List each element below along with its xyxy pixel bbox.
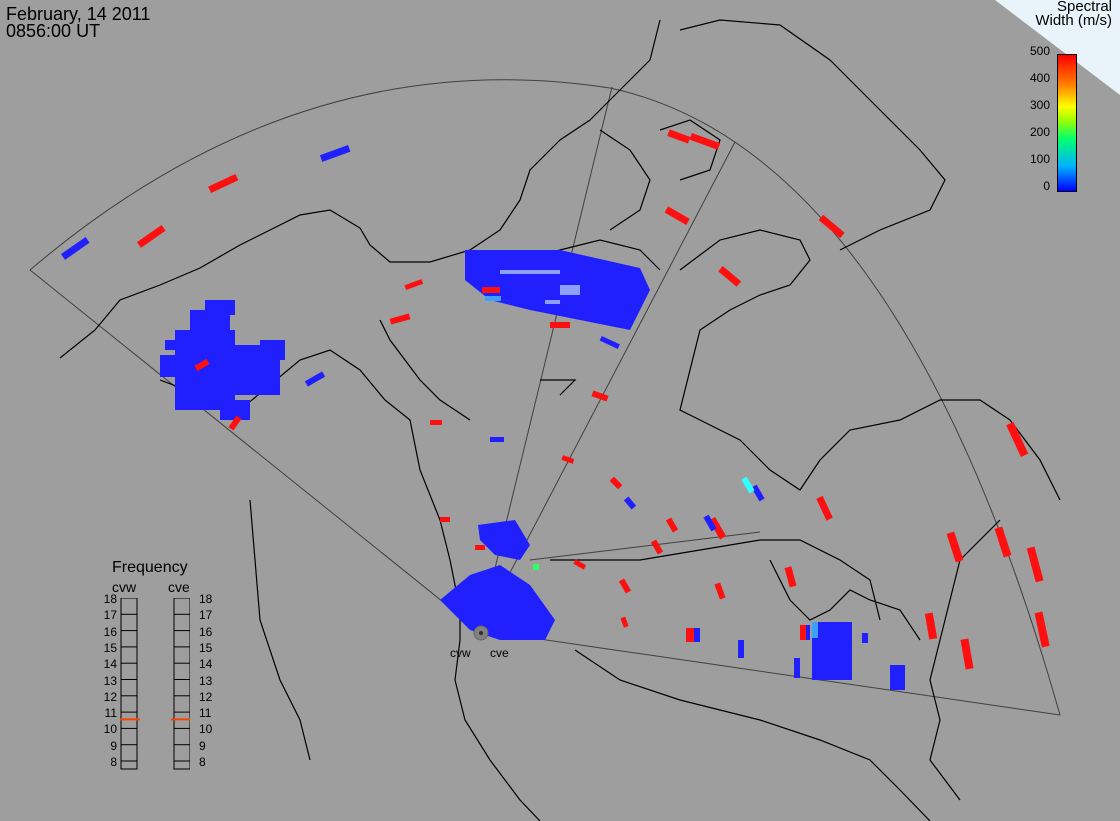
frequency-scale-label: 10 [199, 722, 213, 737]
frequency-scale-label: 13 [103, 673, 117, 688]
data-cyan-mark [741, 476, 755, 494]
frequency-scale-label: 8 [199, 755, 206, 769]
frequency-title: Frequency [112, 559, 188, 576]
colorbar-tick: 200 [1029, 125, 1050, 139]
frequency-scale-label: 12 [199, 689, 213, 704]
frequency-scale-label: 12 [103, 689, 117, 704]
data-cluster-base [440, 520, 555, 640]
frequency-scale-label: 16 [103, 624, 117, 639]
colorbar-title: Spectral Width (m/s) [1002, 0, 1112, 28]
frequency-scale-label: 15 [103, 640, 117, 655]
frequency-gauge-frame [120, 598, 138, 770]
frequency-scale-label: 14 [103, 657, 117, 672]
data-gaps [500, 270, 580, 304]
frequency-scale-label: 10 [103, 722, 117, 737]
data-alaska-red [194, 358, 242, 431]
colorbar-title-line1: Spectral [1056, 0, 1112, 15]
frequency-scale-label: 18 [103, 592, 117, 606]
data-gl-mid [812, 622, 818, 638]
frequency-scale-label: 11 [104, 706, 117, 721]
colorbar-tick: 100 [1029, 152, 1050, 166]
radar-site-dot [479, 631, 483, 635]
data-arctic-red [482, 287, 570, 328]
radar-label-west: cvw [450, 646, 471, 660]
frequency-scale-label: 16 [199, 624, 213, 639]
frequency-scale-label: 9 [199, 738, 206, 753]
frequency-radar-cvw: cvw [112, 579, 137, 595]
colorbar-tick: 0 [1043, 179, 1050, 193]
frequency-scale-label: 8 [110, 755, 117, 769]
frequency-scale-label: 14 [199, 657, 213, 672]
colorbar-tick: 500 [1029, 44, 1050, 58]
data-cluster-greatlakes [692, 622, 905, 690]
frequency-scale-label: 11 [199, 706, 212, 721]
data-cluster-alaska [160, 300, 285, 420]
corner-mask [995, 0, 1120, 95]
frequency-scale-label: 9 [110, 738, 117, 753]
colorbar-title-line2: Width (m/s) [1035, 12, 1112, 29]
data-blue-scatter [60, 145, 765, 532]
timestamp: February, 14 2011 0856:00 UT [6, 4, 151, 41]
frequency-gauges [120, 598, 190, 770]
colorbar [1057, 54, 1077, 192]
date-text: February, 14 2011 [6, 4, 151, 24]
colorbar-tick: 400 [1029, 71, 1050, 85]
coastlines [59, 19, 1061, 821]
frequency-scale-label: 17 [199, 608, 213, 623]
data-red-scatter [136, 129, 1050, 670]
frequency-scale-label: 18 [199, 592, 213, 606]
data-arctic-mid [485, 296, 501, 301]
frequency-radar-cve: cve [168, 579, 190, 595]
data-green-mark [533, 564, 539, 570]
colorbar-tick: 300 [1029, 98, 1050, 112]
frequency-gauge-frame [173, 598, 190, 770]
frequency-scale-label: 17 [103, 608, 117, 623]
time-text: 0856:00 UT [6, 21, 101, 41]
frequency-scale-label: 15 [199, 640, 213, 655]
radar-label-east: cve [490, 646, 509, 660]
frequency-scale-label: 13 [199, 673, 213, 688]
